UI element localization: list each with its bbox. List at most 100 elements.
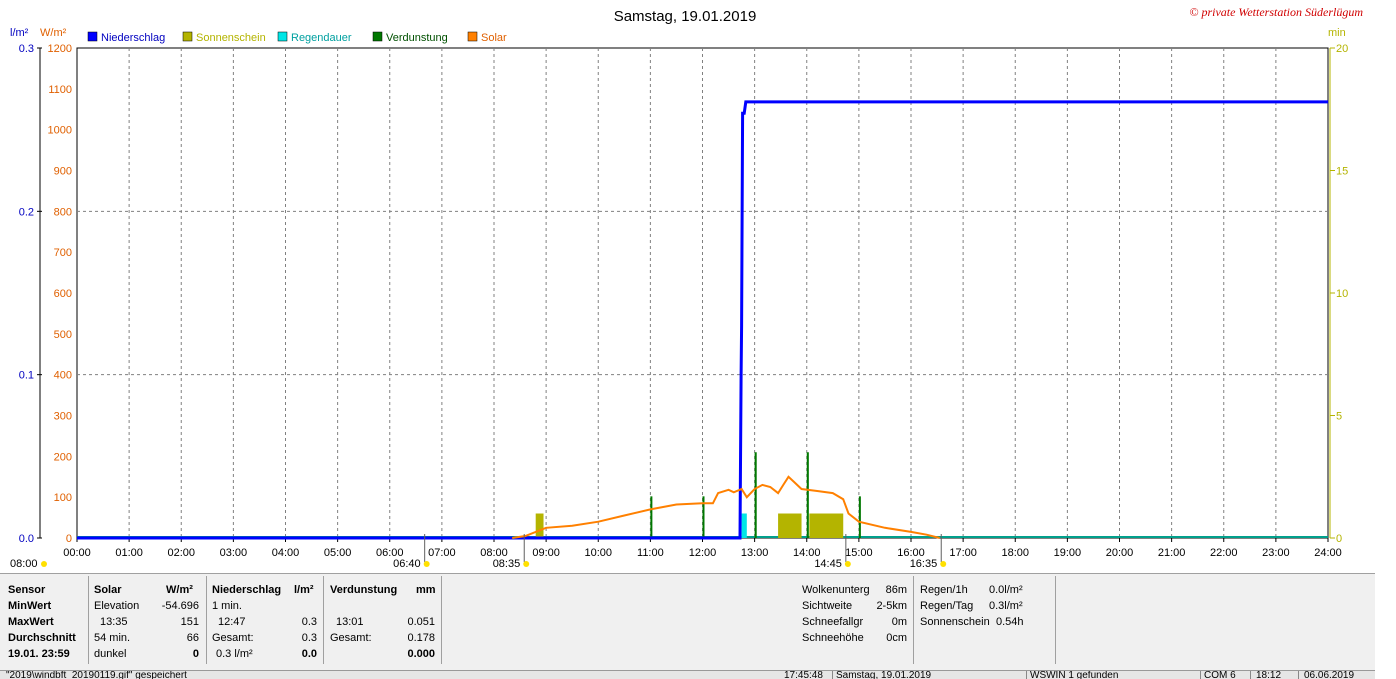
sensor-row-max: MaxWert: [8, 616, 54, 628]
minutes-tick-label: 10: [1336, 288, 1348, 300]
precip-tick-label: 0.0: [19, 533, 34, 545]
bar-regendauer: [741, 513, 747, 538]
solar-tick-label: 1000: [48, 125, 72, 137]
x-tick-label: 17:00: [949, 547, 977, 559]
chart-title: Samstag, 19.01.2019: [614, 8, 757, 25]
right-margin: [1375, 0, 1396, 678]
x-tick-label: 14:00: [793, 547, 821, 559]
evap-label-1: 13:01: [336, 616, 364, 628]
rain-value-0: 0.0l/m²: [989, 584, 1023, 596]
divider: [1055, 576, 1056, 664]
solar-tick-label: 300: [54, 411, 72, 423]
solar-header: Solar: [94, 584, 122, 596]
x-tick-label: 10:00: [584, 547, 612, 559]
misc-label-1: Sichtweite: [802, 600, 853, 612]
status-device: WSWIN 1 gefunden: [1030, 670, 1119, 679]
rain-label-2: Sonnenschein: [920, 616, 990, 628]
x-tick-label: 19:00: [1054, 547, 1082, 559]
precip-tick-label: 0.2: [19, 206, 34, 218]
solar-tick-label: 900: [54, 166, 72, 178]
misc-label-2: Schneefallgr: [802, 616, 864, 628]
rain-label-0: Regen/1h: [920, 584, 968, 596]
evap-header: Verdunstung: [330, 584, 398, 596]
bar-sonnenschein: [535, 513, 544, 538]
minutes-tick-label: 15: [1336, 166, 1348, 178]
solar-unit: W/m²: [166, 584, 193, 596]
legend-label: Niederschlag: [101, 32, 165, 44]
annotation-label: 08:00: [10, 558, 38, 570]
annotation-marker: [844, 561, 851, 567]
rain-value-2: 0.54h: [996, 616, 1024, 628]
x-tick-label: 03:00: [220, 547, 248, 559]
bar-verdunstung: [754, 452, 757, 538]
annotation-marker: [41, 561, 47, 567]
line-niederschlag: [77, 100, 1328, 540]
minutes-tick-label: 20: [1336, 43, 1348, 55]
status-time: 17:45:48: [784, 670, 823, 679]
annotation-label: 08:35: [493, 558, 521, 570]
evap-unit: mm: [416, 584, 436, 596]
solar-tick-label: 400: [54, 370, 72, 382]
bar-verdunstung: [650, 496, 653, 538]
misc-label-0: Wolkenunterg: [802, 584, 870, 596]
divider: [913, 576, 914, 664]
misc-value-0: 86m: [885, 584, 907, 596]
sensor-row-current: 19.01. 23:59: [8, 648, 70, 660]
x-tick-label: 13:00: [741, 547, 769, 559]
precip-unit: l/m²: [294, 584, 314, 596]
x-tick-label: 12:00: [689, 547, 717, 559]
bar-verdunstung: [806, 452, 809, 538]
solar-label-1: 13:35: [100, 616, 128, 628]
evap-label-2: Gesamt:: [330, 632, 372, 644]
x-tick-label: 15:00: [845, 547, 873, 559]
annotation-label: 06:40: [393, 558, 421, 570]
solar-axis-unit: W/m²: [40, 27, 67, 39]
legend-swatch: [182, 31, 193, 42]
solar-label-0: Elevation: [94, 600, 140, 612]
sensor-row-min: MinWert: [8, 600, 52, 612]
status-bar: "2019\windbft_20190119.gif" gespeichert …: [0, 670, 1375, 679]
annotation-marker: [940, 561, 947, 567]
rain-value-1: 0.3l/m²: [989, 600, 1023, 612]
x-tick-label: 06:00: [376, 547, 404, 559]
x-tick-label: 23:00: [1262, 547, 1290, 559]
misc-value-3: 0cm: [886, 632, 907, 644]
solar-tick-label: 700: [54, 247, 72, 259]
x-tick-label: 00:00: [63, 547, 91, 559]
sensor-row-avg: Durchschnitt: [8, 632, 76, 644]
line-solar: [512, 475, 940, 539]
x-tick-label: 04:00: [272, 547, 300, 559]
solar-tick-label: 800: [54, 206, 72, 218]
evap-value-2: 0.178: [407, 632, 435, 644]
minutes-tick-label: 5: [1336, 411, 1342, 423]
solar-label-3: dunkel: [94, 648, 127, 660]
x-tick-label: 18:00: [1001, 547, 1029, 559]
precip-label-1: 12:47: [218, 616, 246, 628]
solar-value-2: 66: [186, 632, 199, 644]
rain-label-1: Regen/Tag: [920, 600, 974, 612]
weather-chart: 00:00 01:00 02:00 03:00 04:00 05:00 06:00 07:00…: [10, 5, 1363, 570]
summary-panel: Sensor MinWert MaxWert Durchschnitt 19.0…: [0, 573, 1375, 670]
annotation-marker: [423, 561, 430, 567]
x-tick-label: 21:00: [1158, 547, 1186, 559]
annotation-marker: [523, 561, 530, 567]
bar-verdunstung: [858, 496, 861, 538]
evap-value-1: 0.051: [407, 616, 435, 628]
solar-tick-label: 1200: [48, 43, 72, 55]
x-tick-label: 05:00: [324, 547, 352, 559]
x-tick-label: 20:00: [1106, 547, 1134, 559]
solar-value-3: 0: [192, 648, 199, 660]
precip-axis-unit: l/m²: [10, 27, 29, 39]
status-date: Samstag, 19.01.2019: [836, 670, 932, 679]
annotation-label: 16:35: [910, 558, 938, 570]
bar-sonnenschein: [778, 513, 802, 538]
x-tick-label: 24:00: [1314, 547, 1342, 559]
x-tick-label: 08:00: [480, 547, 508, 559]
precip-value-3: 0.0: [301, 648, 317, 660]
status-clock: 18:12: [1256, 670, 1282, 679]
status-com: COM 6: [1204, 670, 1236, 679]
precip-label-0: 1 min.: [212, 600, 242, 612]
precip-label-3: 0.3 l/m²: [216, 648, 253, 660]
bar-verdunstung: [702, 496, 705, 538]
precip-value-2: 0.3: [301, 632, 317, 644]
